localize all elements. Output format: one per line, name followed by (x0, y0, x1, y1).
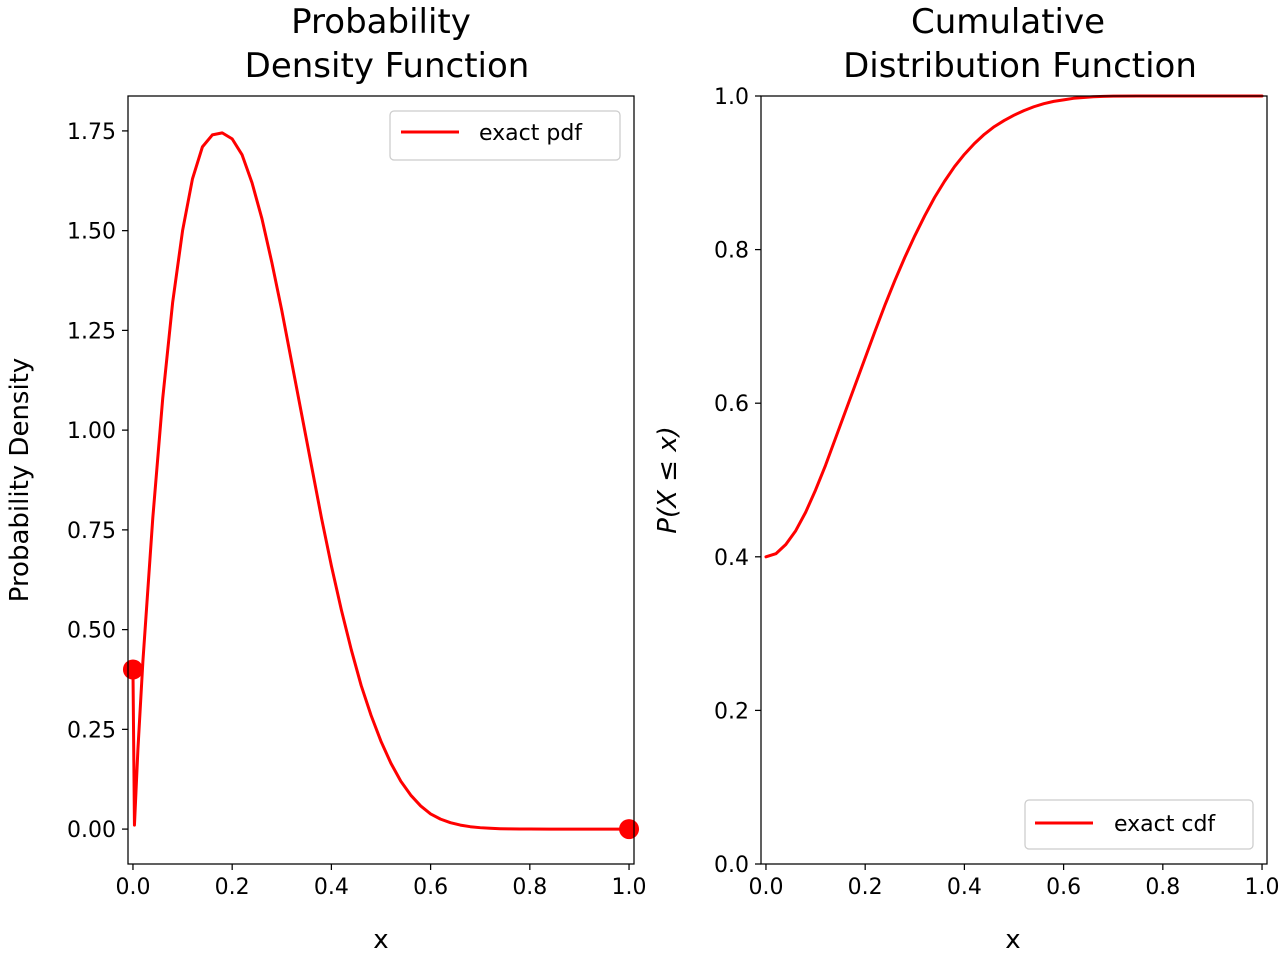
cdf-y-tick-label: 0.6 (714, 392, 749, 417)
pdf-y-tick-label: 0.00 (67, 818, 116, 843)
pdf-x-tick-label: 0.2 (215, 875, 250, 900)
pdf-y-tick-label: 1.50 (67, 220, 116, 245)
pdf-x-tick-label: 0.4 (314, 875, 349, 900)
pdf-axes-frame (127, 95, 635, 865)
pdf-x-tick-label: 0.0 (115, 875, 150, 900)
pdf-x-axis-label: x (373, 925, 388, 955)
cdf-legend-label: exact cdf (1114, 812, 1216, 837)
pdf-y-tick-label: 0.50 (67, 619, 116, 644)
cdf-x-tick-label: 0.2 (848, 875, 883, 900)
pdf-title-line-1: Probability (291, 2, 471, 42)
pdf-x-tick-label: 0.6 (413, 875, 448, 900)
cdf-legend-box (1024, 799, 1254, 850)
pdf-y-tick-label: 0.75 (67, 519, 116, 544)
cdf-y-tick-label: 0.4 (714, 546, 749, 571)
cdf-axes-frame (760, 95, 1268, 865)
pdf-y-axis-label: Probability Density (5, 358, 35, 603)
cdf-panel: Cumulative Distribution Function x P(X ≤… (653, 2, 1280, 955)
pdf-x-tick-label: 0.8 (512, 875, 547, 900)
pdf-ticks: 0.0 0.2 0.4 0.6 0.8 1.0 0.00 0.25 0.50 0.75 1.00 1.… (67, 120, 647, 900)
cdf-x-axis-label: x (1005, 925, 1020, 955)
cdf-y-tick-label: 0.8 (714, 239, 749, 264)
pdf-point-mass-marker (122, 659, 143, 680)
cdf-x-tick-label: 1.0 (1245, 875, 1280, 900)
pdf-y-tick-label: 1.00 (67, 419, 116, 444)
pdf-x-tick-label: 1.0 (612, 875, 647, 900)
cdf-x-tick-label: 0.0 (748, 875, 783, 900)
cdf-y-tick-label: 0.2 (714, 699, 749, 724)
pdf-y-tick-label: 0.25 (67, 718, 116, 743)
cdf-x-tick-label: 0.4 (947, 875, 982, 900)
pdf-y-tick-label: 1.25 (67, 319, 116, 344)
pdf-legend-box (389, 110, 621, 161)
pdf-y-tick-label: 1.75 (67, 120, 116, 145)
cdf-x-tick-label: 0.8 (1145, 875, 1180, 900)
pdf-legend: exact pdf (389, 110, 621, 161)
pdf-panel: Probability Density Function x Probabili… (5, 2, 647, 955)
pdf-point-mass-marker (619, 819, 640, 840)
cdf-title-line-2: Distribution Function (843, 46, 1197, 86)
pdf-series-line (131, 131, 631, 831)
cdf-y-tick-label: 1.0 (714, 85, 749, 110)
cdf-x-tick-label: 0.6 (1046, 875, 1081, 900)
cdf-y-tick-label: 0.0 (714, 853, 749, 878)
cdf-title-line-1: Cumulative (911, 2, 1105, 42)
cdf-legend: exact cdf (1024, 799, 1254, 850)
cdf-ticks: 0.0 0.2 0.4 0.6 0.8 1.0 0.0 0.2 0.4 0.6 0.8 1.0 (714, 85, 1280, 900)
pdf-legend-label: exact pdf (479, 121, 583, 146)
pdf-title-line-2: Density Function (245, 46, 530, 86)
cdf-y-axis-label: P(X ≤ x) (653, 426, 683, 533)
